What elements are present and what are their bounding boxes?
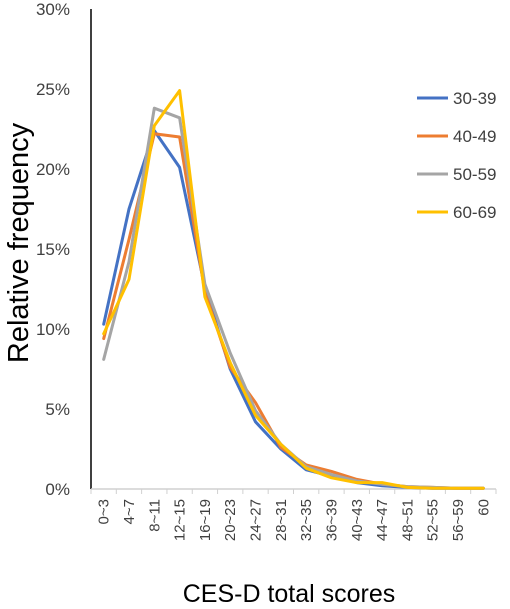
y-tick-label: 10% [36,320,70,339]
y-tick-label: 15% [36,240,70,259]
y-tick-label: 5% [45,400,70,419]
x-tick-label: 28~31 [273,499,290,541]
y-axis-tick-labels: 0% 5% 10% 15% 20% 25% 30% [36,0,70,499]
y-axis-title: Relative frequency [3,122,35,363]
x-tick-label: 32~35 [298,499,315,541]
x-tick-label: 52~55 [425,499,442,541]
legend: 30-39 40-49 50-59 60-69 [417,89,496,222]
legend-label-60-69: 60-69 [453,203,496,222]
x-axis-tick-marks [90,489,497,494]
legend-label-50-59: 50-59 [453,165,496,184]
y-tick-label: 30% [36,0,70,19]
legend-label-40-49: 40-49 [453,127,496,146]
x-tick-label: 24~27 [248,499,265,541]
x-tick-label: 20~23 [222,499,239,541]
x-tick-label: 40~43 [349,499,366,541]
x-axis-tick-labels: 0~3 4~7 8~11 12~15 16~19 20~23 24~27 28~31 32~35… [96,499,493,541]
series-line-60-69 [102,89,485,490]
x-axis-title: CES-D total scores [183,580,396,608]
x-tick-label: 16~19 [197,499,214,541]
x-tick-label: 36~39 [323,499,340,541]
series-line-50-59 [102,106,485,490]
x-tick-label: 48~51 [399,499,416,541]
y-tick-label: 20% [36,160,70,179]
y-tick-label: 0% [45,480,70,499]
series-line-30-39 [102,129,485,490]
x-tick-label: 8~11 [146,499,163,532]
y-tick-label: 25% [36,80,70,99]
x-tick-label: 56~59 [450,499,467,541]
series-line-40-49 [102,132,485,490]
series-lines [102,89,485,490]
x-tick-label: 0~3 [96,499,113,524]
x-tick-label: 60 [475,499,492,516]
x-tick-label: 4~7 [121,499,138,524]
x-tick-label: 12~15 [172,499,189,541]
x-tick-label: 44~47 [374,499,391,541]
legend-label-30-39: 30-39 [453,89,496,108]
